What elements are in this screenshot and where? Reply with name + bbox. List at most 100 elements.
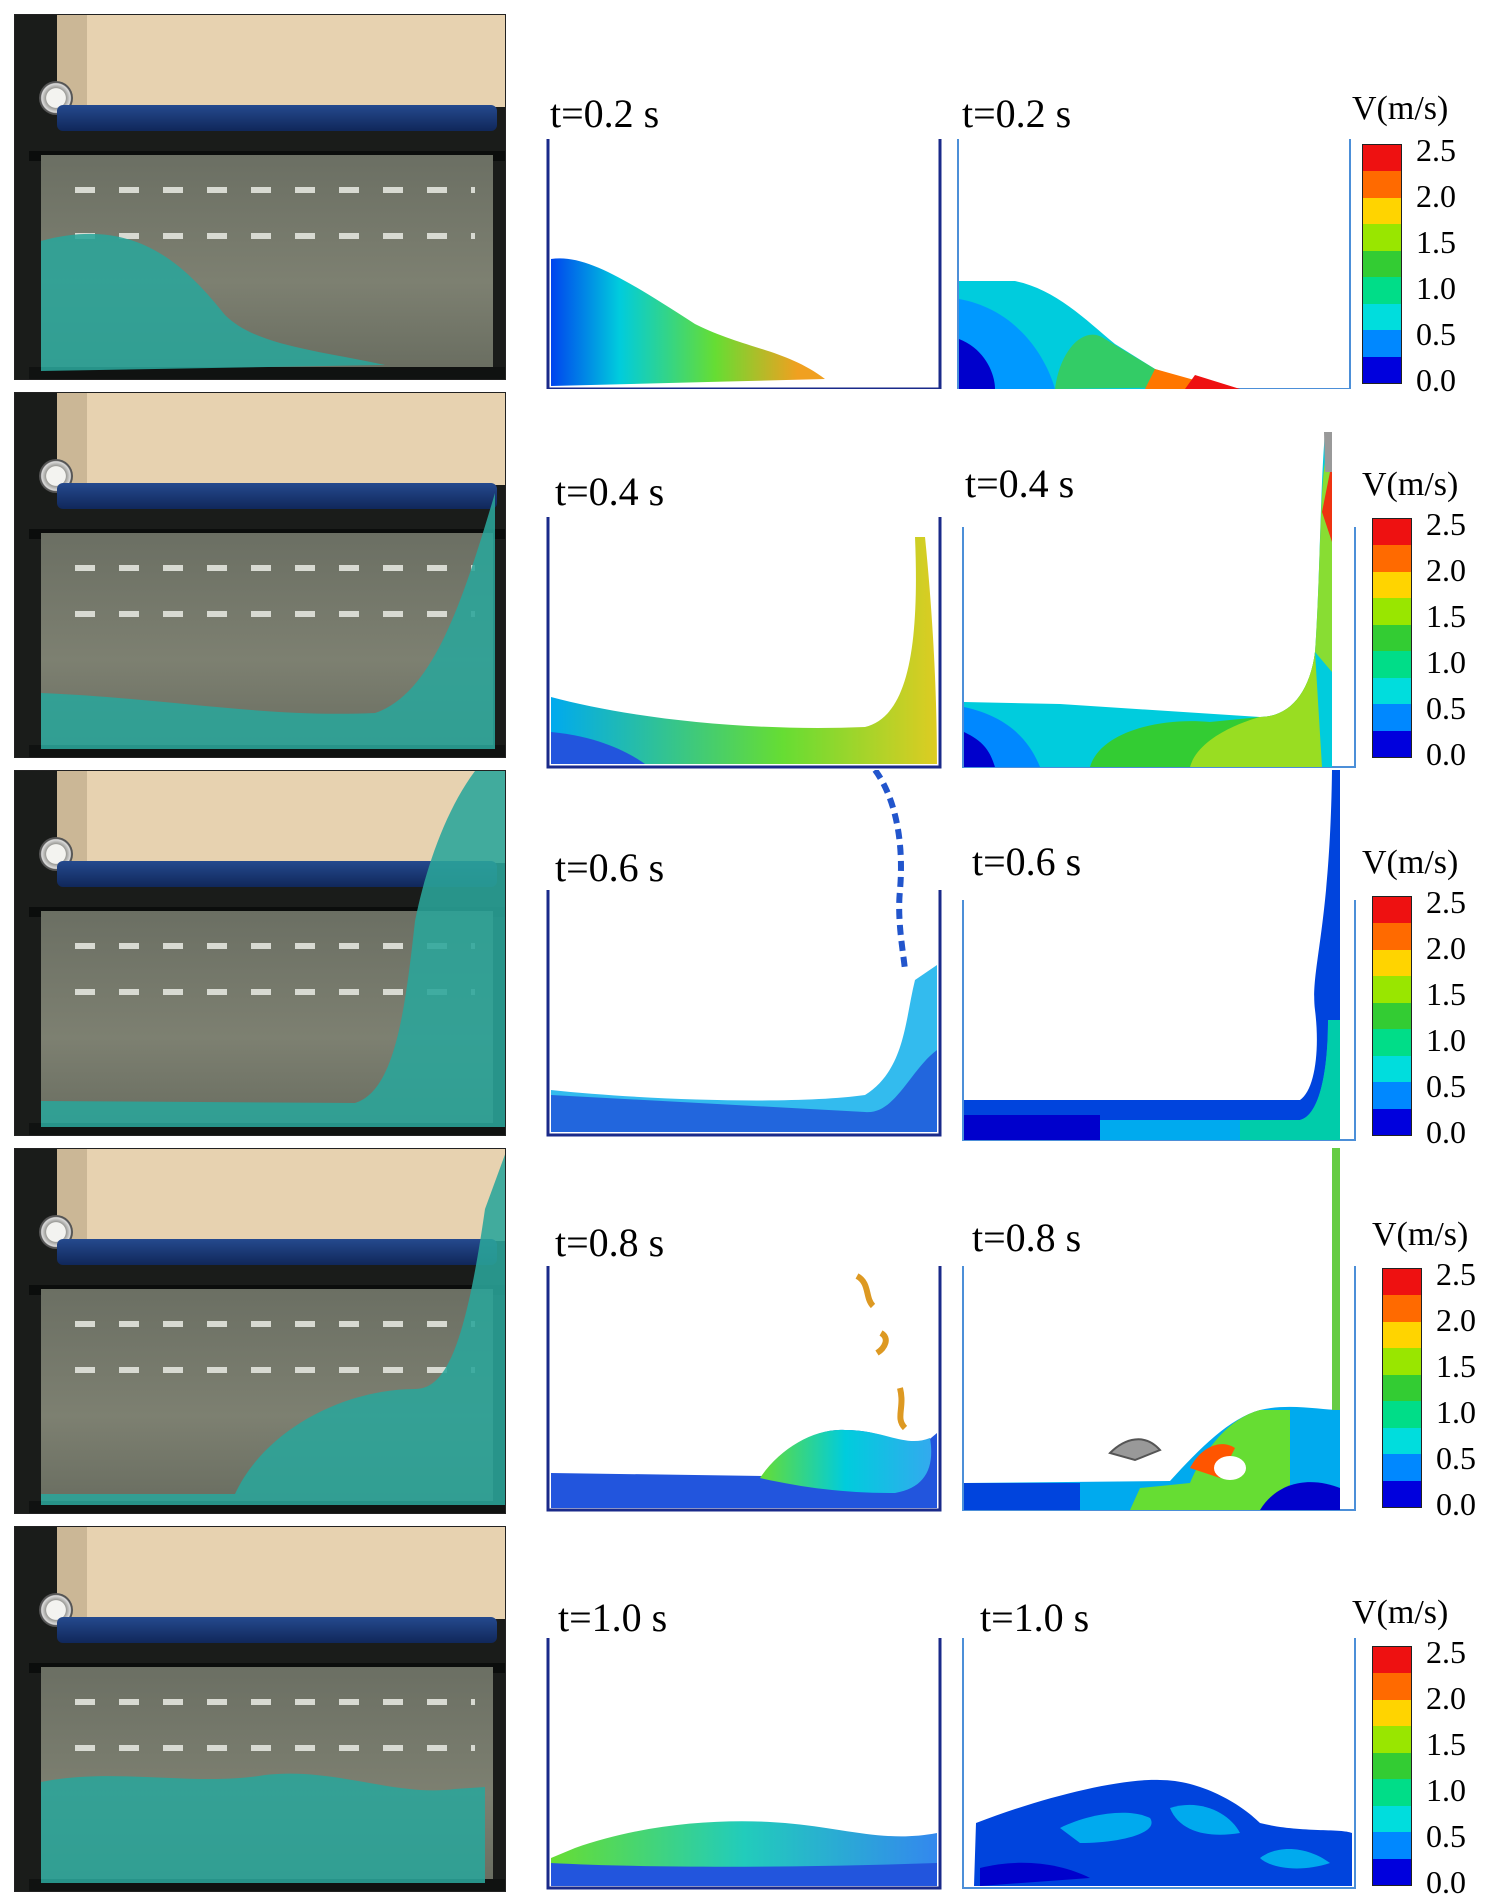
time-label-left: t=0.2 s <box>550 91 660 136</box>
legend-color-step <box>1383 1454 1421 1481</box>
legend-color-step <box>1373 1779 1411 1806</box>
legend-color-step <box>1373 730 1411 757</box>
legend-color-step <box>1363 330 1401 357</box>
legend-tick-label: 2.0 <box>1426 1680 1466 1717</box>
legend-color-step <box>1373 1832 1411 1859</box>
fem-simulation-3 <box>962 770 1356 1141</box>
legend-tick-label: 0.5 <box>1426 690 1466 727</box>
legend-color-step <box>1373 976 1411 1003</box>
legend-color-step <box>1373 1082 1411 1109</box>
legend-tick-label: 0.5 <box>1426 1818 1466 1855</box>
legend-color-step <box>1363 303 1401 331</box>
legend-tick-label: 2.0 <box>1426 552 1466 589</box>
legend-tick-label: 1.5 <box>1426 976 1466 1013</box>
legend-tick-label: 2.5 <box>1436 1256 1476 1292</box>
legend-color-step <box>1373 1805 1411 1833</box>
legend-color-step <box>1373 949 1411 977</box>
legend-title: V(m/s) <box>1362 844 1459 881</box>
sph-simulation-1 <box>546 139 942 389</box>
legend-tick-label: 1.0 <box>1426 1772 1466 1809</box>
legend-color-step <box>1363 197 1401 225</box>
water-shape <box>41 771 505 1127</box>
legend-tick-label: 2.5 <box>1426 506 1466 542</box>
legend-color-step <box>1373 1699 1411 1727</box>
legend-color-step <box>1373 1108 1411 1135</box>
legend-color-step <box>1383 1401 1421 1428</box>
time-label-right: t=0.8 s <box>972 1215 1082 1260</box>
legend-color-step <box>1363 171 1401 198</box>
legend-color-step <box>1373 519 1411 546</box>
sph-simulation-3 <box>546 770 942 1137</box>
legend-tick-label: 1.5 <box>1426 1726 1466 1763</box>
legend-color-step <box>1373 677 1411 705</box>
legend-tick-label: 2.5 <box>1416 132 1456 168</box>
sph-simulation-4 <box>546 1266 942 1512</box>
legend-color-step <box>1373 897 1411 924</box>
experiment-photo-4 <box>14 1148 506 1514</box>
sph-simulation-5 <box>546 1638 942 1890</box>
fem-simulation-5 <box>962 1638 1356 1889</box>
water-shape <box>41 1773 485 1883</box>
legend-colorbar <box>1382 1268 1422 1508</box>
legend-color-step <box>1363 145 1401 172</box>
fem-simulation-1 <box>957 139 1351 389</box>
legend-tick-label: 2.5 <box>1426 1634 1466 1670</box>
legend-color-step <box>1373 1752 1411 1780</box>
legend-color-step <box>1373 923 1411 950</box>
time-label-right: t=0.2 s <box>962 91 1072 136</box>
legend-title: V(m/s) <box>1362 466 1459 503</box>
fem-simulation-4 <box>962 1148 1356 1511</box>
legend-color-step <box>1373 1858 1411 1885</box>
legend-color-step <box>1373 1726 1411 1753</box>
experiment-photo-5 <box>14 1526 506 1892</box>
water-shape <box>41 233 385 371</box>
legend-tick-label: 2.5 <box>1426 884 1466 920</box>
row-4: t=0.8 s t=0.8 s <box>0 1148 1494 1518</box>
legend-color-step <box>1373 651 1411 678</box>
row-1: t=0.2 s t=0.2 s <box>0 14 1494 389</box>
legend-color-step <box>1383 1321 1421 1349</box>
legend-color-step <box>1373 598 1411 625</box>
legend-color-step <box>1383 1348 1421 1375</box>
legend-color-step <box>1373 1647 1411 1674</box>
legend-tick-label: 1.5 <box>1436 1348 1476 1385</box>
experiment-photo-1 <box>14 14 506 380</box>
time-label-left: t=0.4 s <box>555 469 665 514</box>
legend-color-step <box>1373 1029 1411 1056</box>
legend-color-step <box>1383 1374 1421 1402</box>
legend-color-step <box>1363 277 1401 304</box>
time-label-left: t=1.0 s <box>558 1595 668 1640</box>
time-label-left: t=0.8 s <box>555 1220 665 1265</box>
legend-color-step <box>1373 545 1411 572</box>
legend-tick-label: 2.0 <box>1436 1302 1476 1339</box>
legend-title: V(m/s) <box>1352 1594 1449 1631</box>
legend-tick-label: 1.0 <box>1436 1394 1476 1431</box>
time-label-left: t=0.6 s <box>555 845 665 890</box>
legend-colorbar <box>1362 144 1402 384</box>
legend-color-step <box>1383 1480 1421 1507</box>
legend-color-step <box>1373 624 1411 652</box>
water-shape <box>41 1154 505 1505</box>
legend-tick-label: 1.5 <box>1416 224 1456 261</box>
legend-tick-label: 0.0 <box>1416 362 1456 399</box>
legend-tick-label: 0.5 <box>1416 316 1456 353</box>
legend-colorbar <box>1372 518 1412 758</box>
legend-tick-label: 1.5 <box>1426 598 1466 635</box>
time-label-right: t=1.0 s <box>980 1595 1090 1640</box>
legend-tick-label: 0.0 <box>1426 736 1466 773</box>
legend-color-step <box>1363 356 1401 383</box>
legend-tick-label: 0.0 <box>1436 1486 1476 1523</box>
time-label-right: t=0.4 s <box>965 461 1075 506</box>
fem-simulation-2 <box>962 432 1356 768</box>
row-3: t=0.6 s t=0.6 s <box>0 770 1494 1141</box>
legend-tick-label: 0.0 <box>1426 1864 1466 1900</box>
legend-color-step <box>1373 1002 1411 1030</box>
legend-tick-label: 2.0 <box>1416 178 1456 215</box>
legend-tick-label: 2.0 <box>1426 930 1466 967</box>
sph-simulation-2 <box>546 517 942 769</box>
legend-colorbar <box>1372 896 1412 1136</box>
legend-tick-label: 0.5 <box>1436 1440 1476 1477</box>
legend-color-step <box>1383 1269 1421 1296</box>
legend-color-step <box>1373 571 1411 599</box>
legend-color-step <box>1383 1427 1421 1455</box>
